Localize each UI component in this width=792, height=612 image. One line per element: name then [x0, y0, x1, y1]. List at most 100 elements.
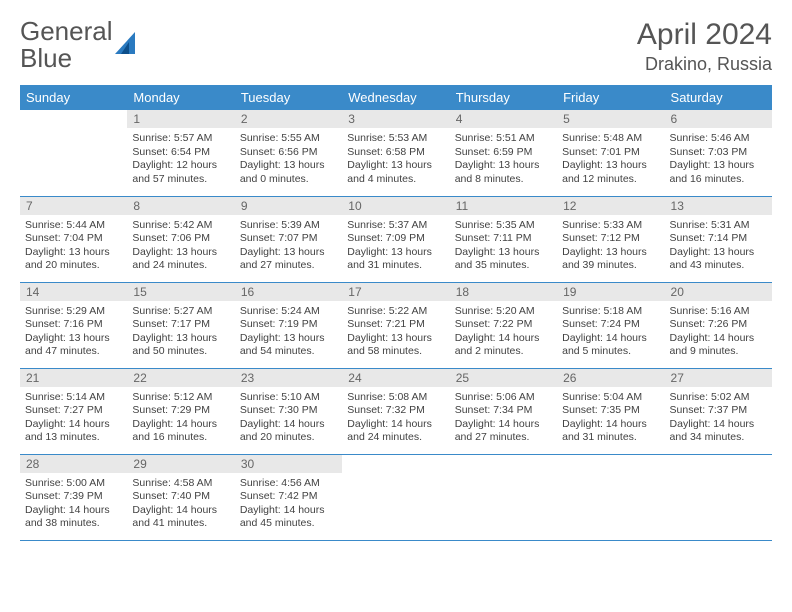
calendar-day-cell: 29 Sunrise: 4:58 AMSunset: 7:40 PMDayligh…: [127, 454, 234, 540]
daylight-line: Daylight: 14 hours and 9 minutes.: [670, 332, 767, 359]
day-number: 19: [557, 283, 664, 301]
day-number: 10: [342, 197, 449, 215]
day-number: 11: [450, 197, 557, 215]
sunrise-line: Sunrise: 5:37 AM: [347, 219, 444, 233]
day-content: Sunrise: 5:27 AMSunset: 7:17 PMDaylight:…: [127, 301, 234, 365]
day-content: Sunrise: 5:20 AMSunset: 7:22 PMDaylight:…: [450, 301, 557, 365]
logo-text-wrap: General Blue: [20, 18, 113, 72]
day-number: 27: [665, 369, 772, 387]
day-number: 6: [665, 110, 772, 128]
sunrise-line: Sunrise: 5:46 AM: [670, 132, 767, 146]
day-content: Sunrise: 5:18 AMSunset: 7:24 PMDaylight:…: [557, 301, 664, 365]
day-content: Sunrise: 5:35 AMSunset: 7:11 PMDaylight:…: [450, 215, 557, 279]
sunset-line: Sunset: 7:40 PM: [132, 490, 229, 504]
sunrise-line: Sunrise: 4:58 AM: [132, 477, 229, 491]
sunrise-line: Sunrise: 5:42 AM: [132, 219, 229, 233]
day-number: 2: [235, 110, 342, 128]
sunset-line: Sunset: 7:12 PM: [562, 232, 659, 246]
day-content: Sunrise: 5:39 AMSunset: 7:07 PMDaylight:…: [235, 215, 342, 279]
calendar-empty-cell: [665, 454, 772, 540]
day-content: Sunrise: 5:12 AMSunset: 7:29 PMDaylight:…: [127, 387, 234, 451]
calendar-day-cell: 22Sunrise: 5:12 AMSunset: 7:29 PMDayligh…: [127, 368, 234, 454]
sunrise-line: Sunrise: 5:48 AM: [562, 132, 659, 146]
day-number: 12: [557, 197, 664, 215]
daylight-line: Daylight: 13 hours and 58 minutes.: [347, 332, 444, 359]
calendar-empty-cell: [450, 454, 557, 540]
day-content: Sunrise: 5:53 AMSunset: 6:58 PMDaylight:…: [342, 128, 449, 192]
day-content: Sunrise: 5:04 AMSunset: 7:35 PMDaylight:…: [557, 387, 664, 451]
calendar-body: 1Sunrise: 5:57 AMSunset: 6:54 PMDaylight…: [20, 110, 772, 540]
calendar-day-cell: 17Sunrise: 5:22 AMSunset: 7:21 PMDayligh…: [342, 282, 449, 368]
day-content: Sunrise: 5:55 AMSunset: 6:56 PMDaylight:…: [235, 128, 342, 192]
calendar-day-cell: 12Sunrise: 5:33 AMSunset: 7:12 PMDayligh…: [557, 196, 664, 282]
day-content: Sunrise: 5:33 AMSunset: 7:12 PMDaylight:…: [557, 215, 664, 279]
day-number: 21: [20, 369, 127, 387]
day-number: 8: [127, 197, 234, 215]
daylight-line: Daylight: 14 hours and 34 minutes.: [670, 418, 767, 445]
sunrise-line: Sunrise: 5:55 AM: [240, 132, 337, 146]
day-number: 9: [235, 197, 342, 215]
calendar-week-row: 1Sunrise: 5:57 AMSunset: 6:54 PMDaylight…: [20, 110, 772, 196]
daylight-line: Daylight: 14 hours and 20 minutes.: [240, 418, 337, 445]
sunset-line: Sunset: 7:09 PM: [347, 232, 444, 246]
sunset-line: Sunset: 6:54 PM: [132, 146, 229, 160]
sunset-line: Sunset: 7:03 PM: [670, 146, 767, 160]
daylight-line: Daylight: 14 hours and 16 minutes.: [132, 418, 229, 445]
calendar-day-cell: 11Sunrise: 5:35 AMSunset: 7:11 PMDayligh…: [450, 196, 557, 282]
logo-text-b: Blue: [20, 43, 72, 73]
sunrise-line: Sunrise: 5:20 AM: [455, 305, 552, 319]
calendar-day-cell: 26Sunrise: 5:04 AMSunset: 7:35 PMDayligh…: [557, 368, 664, 454]
logo: General Blue: [20, 18, 147, 72]
day-number: 4: [450, 110, 557, 128]
calendar-week-row: 14Sunrise: 5:29 AMSunset: 7:16 PMDayligh…: [20, 282, 772, 368]
sunset-line: Sunset: 7:29 PM: [132, 404, 229, 418]
day-content: Sunrise: 5:06 AMSunset: 7:34 PMDaylight:…: [450, 387, 557, 451]
daylight-line: Daylight: 13 hours and 47 minutes.: [25, 332, 122, 359]
calendar-day-cell: 8Sunrise: 5:42 AMSunset: 7:06 PMDaylight…: [127, 196, 234, 282]
sunrise-line: Sunrise: 5:12 AM: [132, 391, 229, 405]
day-header: Thursday: [450, 85, 557, 110]
day-number: 1: [127, 110, 234, 128]
day-content: Sunrise: 5:46 AMSunset: 7:03 PMDaylight:…: [665, 128, 772, 192]
day-number: 25: [450, 369, 557, 387]
day-number: 7: [20, 197, 127, 215]
calendar-day-cell: 4Sunrise: 5:51 AMSunset: 6:59 PMDaylight…: [450, 110, 557, 196]
day-header: Saturday: [665, 85, 772, 110]
sunset-line: Sunset: 7:06 PM: [132, 232, 229, 246]
day-content: Sunrise: 5:31 AMSunset: 7:14 PMDaylight:…: [665, 215, 772, 279]
day-number: 26: [557, 369, 664, 387]
calendar-head: SundayMondayTuesdayWednesdayThursdayFrid…: [20, 85, 772, 110]
daylight-line: Daylight: 14 hours and 31 minutes.: [562, 418, 659, 445]
calendar-day-cell: 21Sunrise: 5:14 AMSunset: 7:27 PMDayligh…: [20, 368, 127, 454]
day-content: Sunrise: 5:44 AMSunset: 7:04 PMDaylight:…: [20, 215, 127, 279]
day-number: 29: [127, 455, 234, 473]
sunrise-line: Sunrise: 5:08 AM: [347, 391, 444, 405]
sunrise-line: Sunrise: 5:14 AM: [25, 391, 122, 405]
sunrise-line: Sunrise: 5:22 AM: [347, 305, 444, 319]
sunrise-line: Sunrise: 5:00 AM: [25, 477, 122, 491]
day-header: Monday: [127, 85, 234, 110]
logo-sail-icon: [111, 30, 147, 60]
calendar-day-cell: 7Sunrise: 5:44 AMSunset: 7:04 PMDaylight…: [20, 196, 127, 282]
sunrise-line: Sunrise: 5:27 AM: [132, 305, 229, 319]
calendar-day-cell: 30Sunrise: 4:56 AMSunset: 7:42 PMDayligh…: [235, 454, 342, 540]
daylight-line: Daylight: 13 hours and 16 minutes.: [670, 159, 767, 186]
calendar-day-cell: 23Sunrise: 5:10 AMSunset: 7:30 PMDayligh…: [235, 368, 342, 454]
sunset-line: Sunset: 6:59 PM: [455, 146, 552, 160]
sunrise-line: Sunrise: 5:29 AM: [25, 305, 122, 319]
sunrise-line: Sunrise: 5:18 AM: [562, 305, 659, 319]
calendar-week-row: 21Sunrise: 5:14 AMSunset: 7:27 PMDayligh…: [20, 368, 772, 454]
day-number: 16: [235, 283, 342, 301]
sunset-line: Sunset: 7:35 PM: [562, 404, 659, 418]
sunrise-line: Sunrise: 5:33 AM: [562, 219, 659, 233]
day-content: Sunrise: 5:14 AMSunset: 7:27 PMDaylight:…: [20, 387, 127, 451]
daylight-line: Daylight: 14 hours and 5 minutes.: [562, 332, 659, 359]
sunrise-line: Sunrise: 5:02 AM: [670, 391, 767, 405]
calendar-day-cell: 15Sunrise: 5:27 AMSunset: 7:17 PMDayligh…: [127, 282, 234, 368]
daylight-line: Daylight: 14 hours and 41 minutes.: [132, 504, 229, 531]
header-row: General Blue April 2024 Drakino, Russia: [20, 18, 772, 75]
sunset-line: Sunset: 7:16 PM: [25, 318, 122, 332]
calendar-empty-cell: [20, 110, 127, 196]
day-number: 22: [127, 369, 234, 387]
daylight-line: Daylight: 14 hours and 2 minutes.: [455, 332, 552, 359]
